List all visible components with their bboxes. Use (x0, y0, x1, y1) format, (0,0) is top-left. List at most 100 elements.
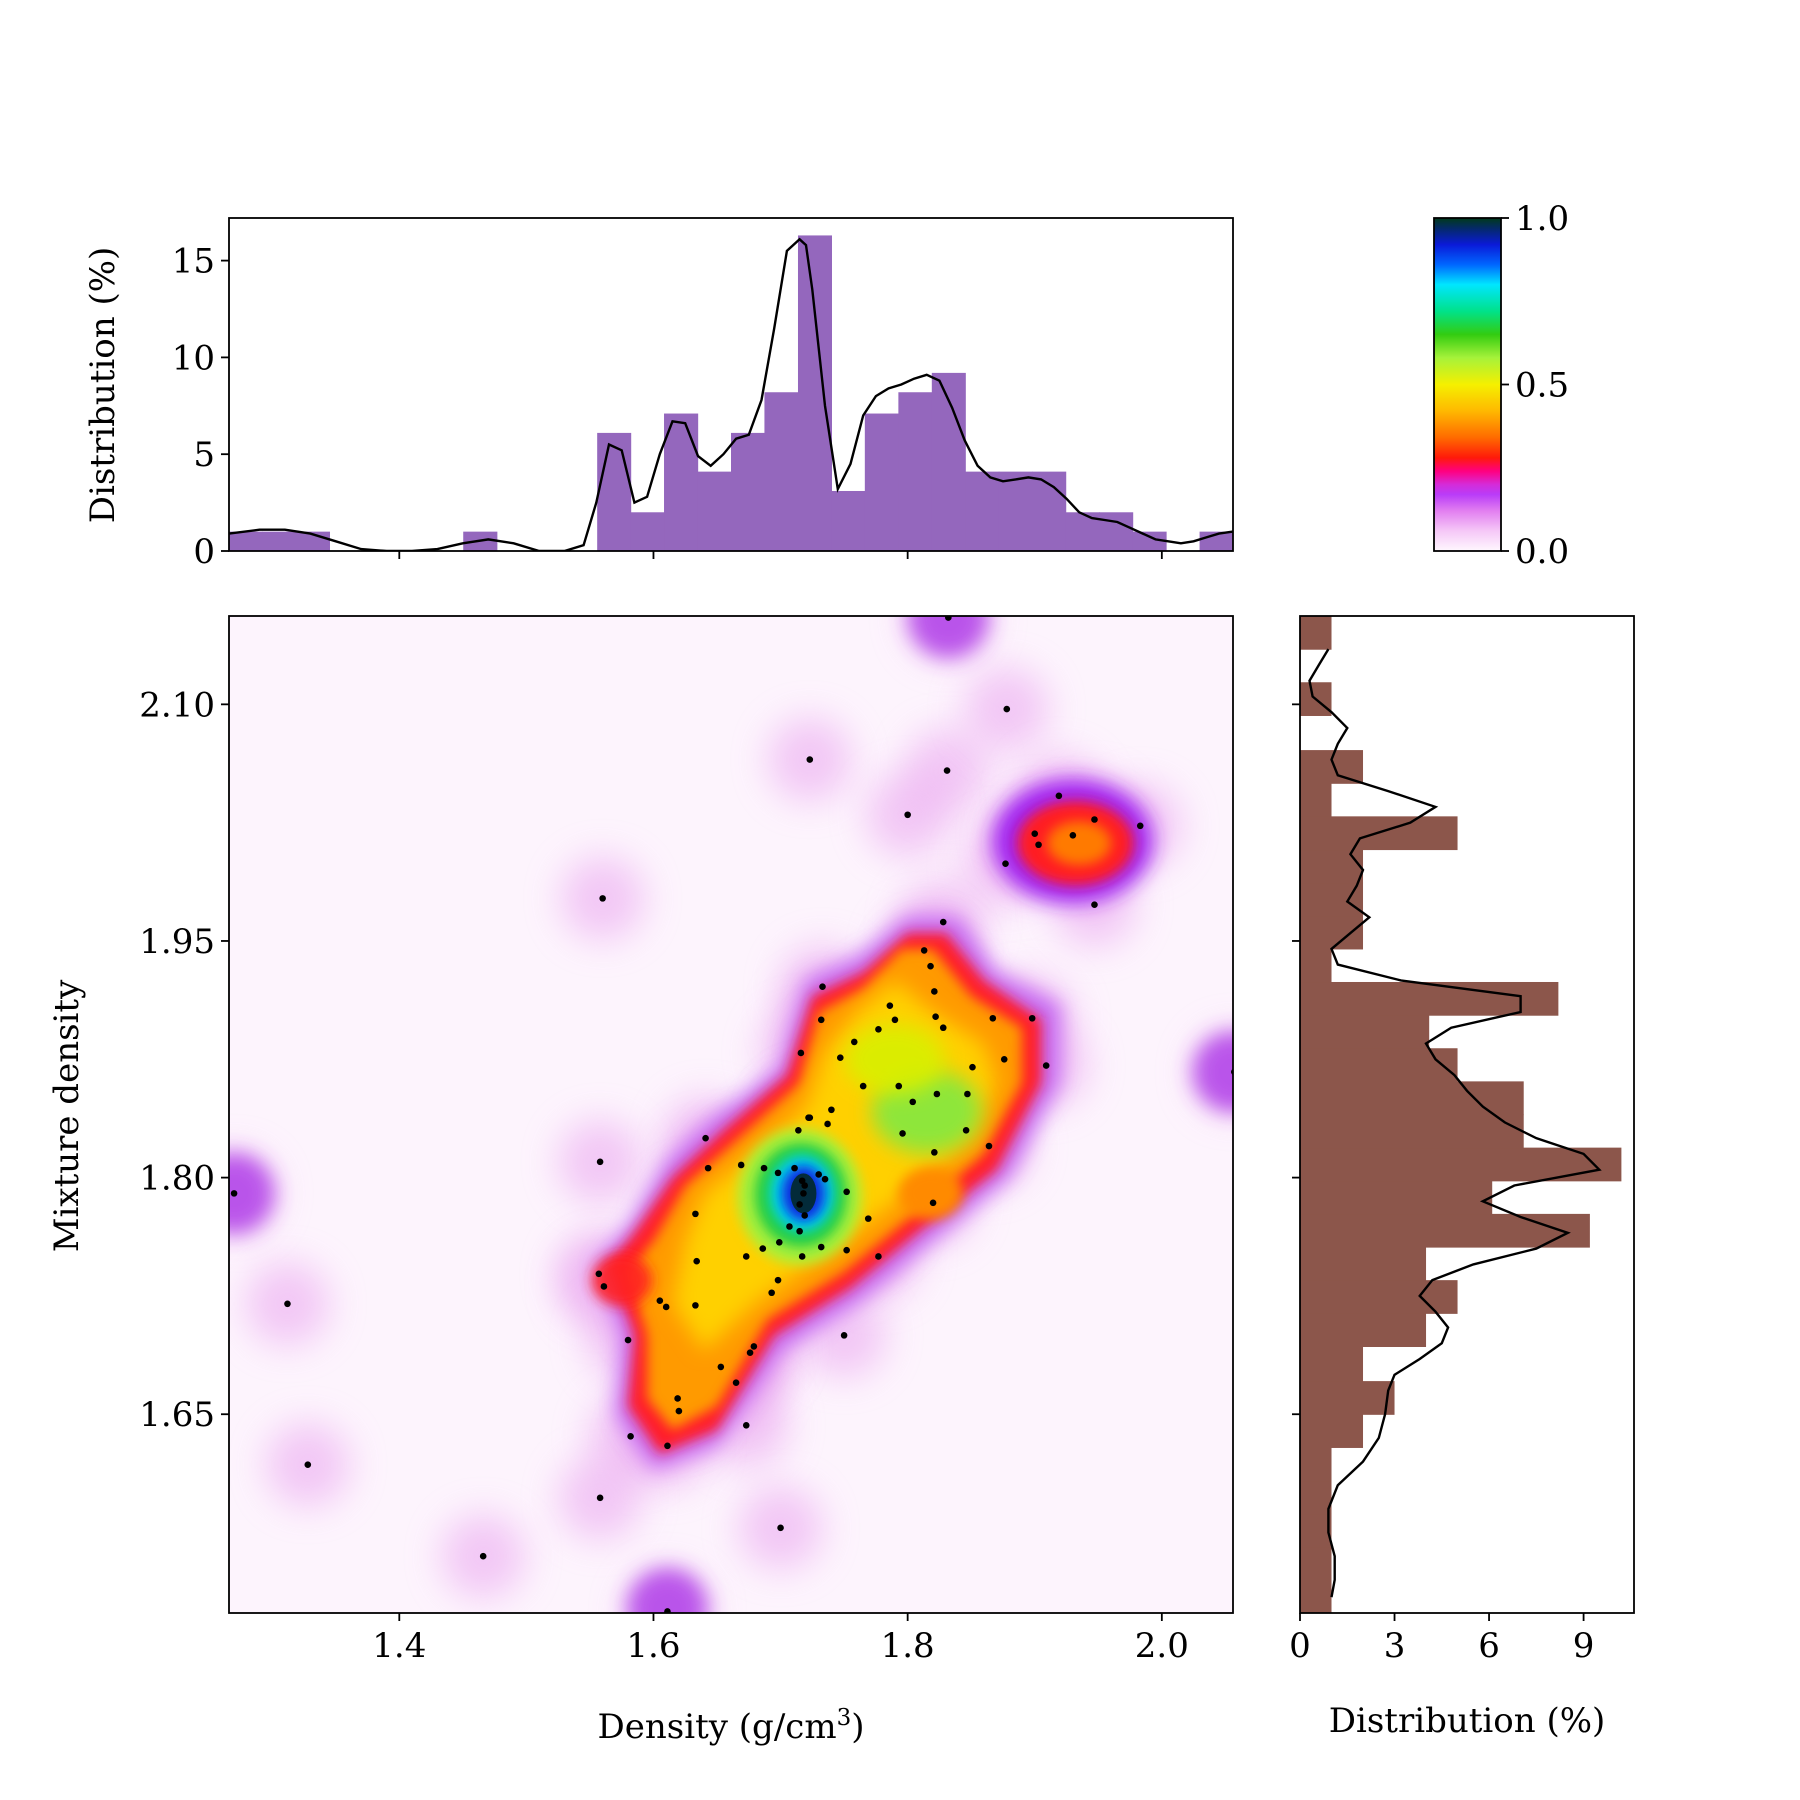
scatter-point (824, 1120, 831, 1128)
right-xtick-label: 3 (1384, 1626, 1406, 1666)
scatter-point (904, 811, 911, 819)
scatter-point (692, 1210, 699, 1218)
colorbar-gradient (1434, 218, 1501, 551)
right-histogram-frame (1299, 615, 1635, 1614)
top-histogram-bar (697, 471, 732, 551)
scatter-point (933, 1090, 941, 1098)
top-histogram-ylabel: Distribution (%) (83, 247, 123, 524)
scatter-point (800, 1190, 807, 1197)
scatter-point (596, 1158, 604, 1166)
scatter-point (1028, 1014, 1036, 1022)
top-histogram-bar (797, 235, 832, 551)
colorbar-tick-label: 1.0 (1515, 199, 1569, 239)
right-histogram-bar (1300, 1015, 1430, 1049)
right-histogram-bar (1300, 616, 1332, 650)
right-histogram-bar (1300, 1579, 1332, 1613)
scatter-point (674, 1395, 681, 1402)
scatter-point (732, 1379, 740, 1386)
scatter-point (1091, 901, 1098, 908)
scatter-point (662, 1303, 670, 1311)
right-histogram-xlabel: Distribution (%) (1329, 1701, 1606, 1741)
scatter-point (895, 1082, 903, 1090)
top-histogram-bar (831, 490, 866, 551)
scatter-point (304, 1461, 312, 1469)
scatter-point (1091, 816, 1098, 823)
scatter-point (664, 1442, 671, 1450)
density-contour-region (1047, 821, 1112, 866)
scatter-point (596, 1494, 604, 1502)
scatter-point (796, 1227, 803, 1235)
scatter-point (702, 1134, 709, 1142)
density-contour-region (229, 1153, 275, 1234)
top-histogram-panel: 0 5 10 15 Distribution (%) (83, 217, 1234, 572)
scatter-point (717, 1363, 725, 1371)
scatter-point (759, 1245, 767, 1252)
scatter-point (850, 1038, 858, 1046)
scatter-point (797, 1049, 805, 1057)
top-ytick-label: 15 (172, 242, 215, 282)
colorbar-tick-label: 0.5 (1515, 366, 1569, 406)
scatter-point (692, 1302, 699, 1309)
scatter-point (798, 1253, 806, 1260)
scatter-point (479, 1552, 487, 1560)
scatter-point (760, 1164, 768, 1172)
main-ytick-label: 1.95 (139, 922, 215, 962)
scatter-point (819, 983, 826, 991)
main-xtick-label: 1.6 (626, 1626, 680, 1666)
right-histogram-bar (1300, 783, 1332, 817)
main-xlabel: Density (g/cm3) (598, 1705, 865, 1747)
right-histogram-bar (1300, 882, 1364, 917)
scatter-point (927, 962, 934, 970)
density-contour-region (591, 1254, 652, 1307)
scatter-point (774, 1169, 782, 1177)
scatter-point (595, 1270, 603, 1278)
scatter-point (1230, 1068, 1233, 1075)
scatter-point (746, 1349, 754, 1357)
right-histogram-bar (1300, 1147, 1622, 1182)
scatter-point (945, 616, 952, 621)
scatter-point (939, 918, 947, 926)
top-histogram-bar (731, 432, 766, 551)
right-xtick-label: 9 (1573, 1626, 1595, 1666)
scatter-point (284, 1300, 291, 1308)
scatter-point (1069, 831, 1077, 839)
scatter-point (886, 1002, 894, 1009)
scatter-point (806, 1114, 814, 1121)
scatter-point (931, 1149, 938, 1156)
main-ytick-label: 1.65 (139, 1395, 215, 1435)
scatter-point (875, 1026, 882, 1033)
scatter-point (875, 1253, 882, 1260)
scatter-point (920, 947, 928, 954)
scatter-point (791, 1164, 798, 1172)
scatter-point (1003, 705, 1011, 713)
main-xtick-label: 1.4 (372, 1626, 426, 1666)
scatter-point (1136, 822, 1144, 830)
main-xtick-label: 1.8 (881, 1626, 935, 1666)
density-contour-region (627, 1568, 708, 1613)
scatter-point (1031, 830, 1039, 837)
scatter-point (806, 756, 814, 763)
scatter-point (859, 1082, 867, 1090)
right-kde-line (1308, 648, 1602, 1598)
right-histogram-panel: 0 3 6 9 Distribution (%) (1289, 615, 1635, 1741)
scatter-point (775, 1238, 783, 1246)
top-histogram-bar (864, 413, 899, 551)
scatter-point (627, 1433, 634, 1440)
scatter-point (943, 767, 951, 774)
scatter-point (969, 1063, 976, 1071)
scatter-point (932, 1013, 939, 1020)
right-xtick-label: 0 (1289, 1626, 1311, 1666)
right-histogram-bar (1300, 1480, 1332, 1515)
scatter-point (742, 1253, 750, 1260)
top-ytick-label: 10 (172, 338, 215, 378)
top-kde-line (229, 237, 1233, 551)
scatter-point (786, 1223, 793, 1230)
right-histogram-bar (1300, 981, 1559, 1016)
right-histogram-bar (1300, 750, 1364, 784)
right-histogram-bar (1300, 1546, 1332, 1581)
scatter-point (815, 1171, 822, 1178)
scatter-point (750, 1343, 758, 1350)
top-histogram-bar (597, 432, 632, 551)
top-histogram-bar (898, 392, 933, 551)
